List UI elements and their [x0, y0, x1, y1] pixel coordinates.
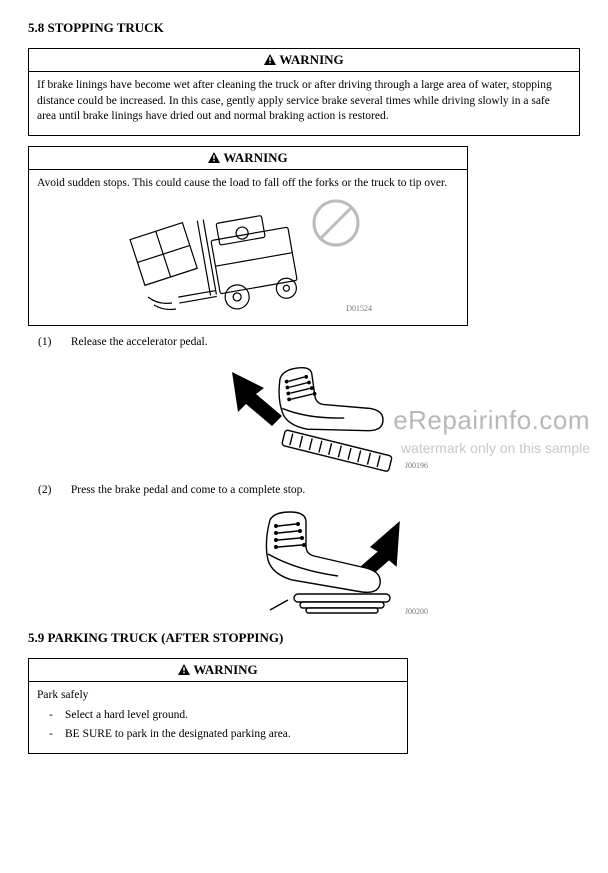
warning-body-2: Avoid sudden stops. This could cause the… [29, 170, 467, 326]
figure-code-2: J00196 [405, 461, 428, 470]
warning-label-2: WARNING [223, 150, 287, 165]
figure-code-3: J00200 [405, 607, 428, 616]
step-1-text: Release the accelerator pedal. [71, 336, 208, 348]
step-1-num: (1) [38, 336, 68, 348]
figure-release-pedal: J00196 [174, 354, 434, 474]
warning-box-1: WARNING If brake linings have become wet… [28, 48, 580, 136]
warning-triangle-icon [208, 152, 220, 163]
step-2-text: Press the brake pedal and come to a comp… [71, 484, 305, 496]
warning-header-1: WARNING [29, 49, 579, 72]
figure-code-1: D01524 [346, 304, 372, 315]
step-2: (2) Press the brake pedal and come to a … [38, 484, 580, 496]
section-title-parking: 5.9 PARKING TRUCK (AFTER STOPPING) [28, 630, 580, 646]
step-2-num: (2) [38, 484, 68, 496]
warning-box-3: WARNING Park safely Select a hard level … [28, 658, 408, 754]
figure-forklift-tipping: D01524 [118, 197, 378, 317]
warning-3-subhead: Park safely [37, 688, 399, 704]
warning-triangle-icon [178, 664, 190, 675]
section-title-stopping: 5.8 STOPPING TRUCK [28, 20, 580, 36]
step-1: (1) Release the accelerator pedal. [38, 336, 580, 348]
warning-text-2: Avoid sudden stops. This could cause the… [37, 176, 459, 192]
warning-body-3: Park safely Select a hard level ground. … [29, 682, 407, 753]
warning-label-1: WARNING [279, 52, 343, 67]
warning-header-2: WARNING [29, 147, 467, 170]
warning-text-1: If brake linings have become wet after c… [37, 78, 571, 125]
warning-body-1: If brake linings have become wet after c… [29, 72, 579, 135]
warning-3-item-1: Select a hard level ground. [65, 708, 399, 724]
warning-header-3: WARNING [29, 659, 407, 682]
warning-3-item-2: BE SURE to park in the designated parkin… [65, 727, 399, 743]
warning-label-3: WARNING [193, 662, 257, 677]
figure-press-brake: J00200 [174, 502, 434, 620]
warning-box-2: WARNING Avoid sudden stops. This could c… [28, 146, 468, 327]
warning-triangle-icon [264, 54, 276, 65]
